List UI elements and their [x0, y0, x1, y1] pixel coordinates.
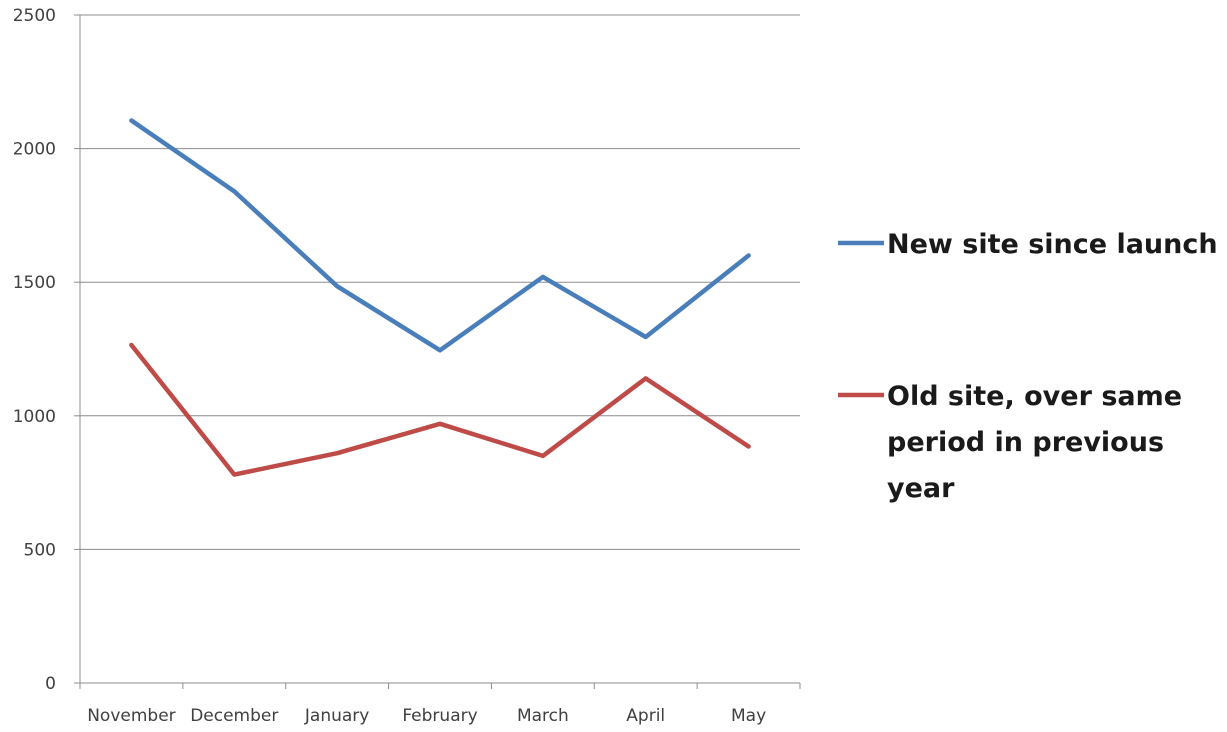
- x-tick-label: November: [87, 706, 175, 726]
- y-tick-label: 1500: [13, 273, 56, 293]
- series-lines: [129, 118, 751, 477]
- axes: [74, 14, 801, 689]
- y-tick-label: 2500: [13, 6, 56, 26]
- legend-label-2: year: [887, 473, 955, 504]
- y-tick-label: 2000: [13, 140, 56, 160]
- series-line-2: [129, 342, 751, 477]
- legend-label-2: period in previous: [887, 427, 1164, 458]
- x-axis-tick-labels: November December January February March Apri…: [87, 706, 766, 726]
- x-tick-label: December: [190, 706, 278, 726]
- y-axis-tick-labels: 0 500 1000 1500 2000 2500: [13, 6, 56, 694]
- x-tick-label: March: [517, 706, 569, 726]
- y-tick-label: 1000: [13, 407, 56, 427]
- gridlines: [80, 14, 800, 550]
- legend: New site since launch Old site, over same…: [838, 229, 1218, 504]
- y-tick-label: 500: [24, 540, 56, 560]
- series-line-1: [129, 118, 751, 353]
- x-tick-label: January: [304, 706, 369, 726]
- x-tick-label: April: [626, 706, 665, 726]
- x-tick-label: May: [731, 706, 766, 726]
- legend-label-2: Old site, over same: [887, 381, 1182, 412]
- y-tick-label: 0: [45, 674, 56, 694]
- x-tick-label: February: [402, 706, 477, 726]
- legend-label-1: New site since launch: [887, 229, 1218, 260]
